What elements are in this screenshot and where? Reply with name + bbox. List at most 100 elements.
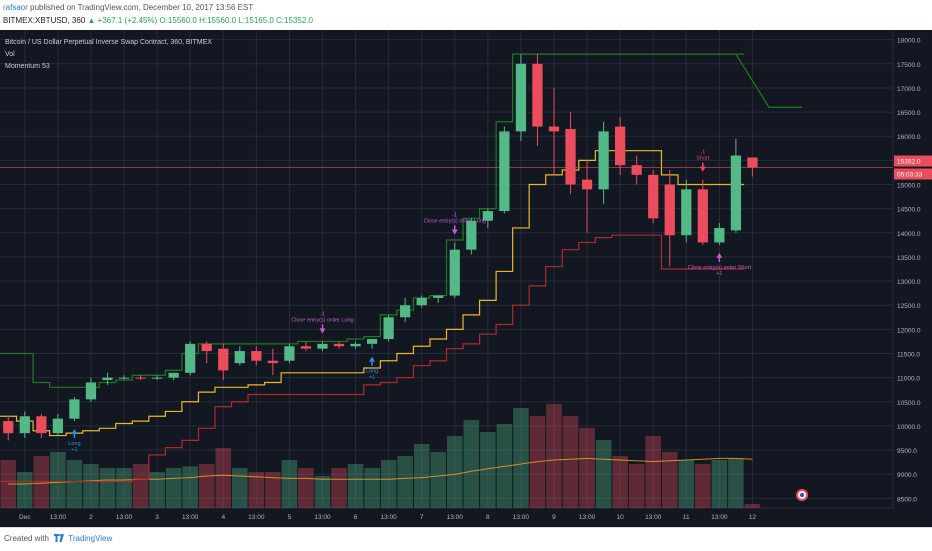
x-tick-label: 2 <box>89 514 93 521</box>
candle-body <box>664 184 675 236</box>
x-tick-label: 13:00 <box>50 514 67 521</box>
candle-body <box>581 179 593 190</box>
order-arrow-up-icon <box>369 356 376 362</box>
volume-bar <box>149 472 165 508</box>
y-tick-label: 11500.0 <box>897 351 920 358</box>
candle-body <box>565 128 576 185</box>
volume-bar <box>232 468 248 508</box>
countdown-label: 05:03:33 <box>897 172 923 179</box>
author-link[interactable]: rafsaor <box>3 3 28 12</box>
candle-body <box>333 343 345 347</box>
y-tick-label: 9000.0 <box>897 472 917 479</box>
last-price-label: 15352.0 <box>897 159 921 166</box>
x-tick-label: 13:00 <box>314 514 331 521</box>
tradingview-logo-icon <box>54 534 65 542</box>
volume-bar <box>132 464 149 508</box>
volume-bar <box>347 464 364 508</box>
x-tick-label: 8 <box>486 514 490 521</box>
volume-bar <box>99 468 116 508</box>
volume-bar <box>612 456 628 508</box>
candle-body <box>548 126 560 132</box>
order-label: Close entry(s) order Long <box>424 218 486 224</box>
y-tick-label: 14000.0 <box>897 231 921 238</box>
volume-bar <box>314 476 331 508</box>
order-label: Close entry(s) order Long <box>291 317 353 323</box>
x-tick-label: 10 <box>617 514 625 521</box>
volume-bar <box>463 420 480 508</box>
price-chart[interactable]: 8500.0 9000.0 9500.0 10000.0 10500.0 11000.0 1… <box>0 30 932 527</box>
volume-bar <box>628 464 645 508</box>
chart-panel[interactable]: 8500.0 9000.0 9500.0 10000.0 10500.0 11000.0 1… <box>0 30 932 527</box>
volume-bar <box>661 452 678 508</box>
candle-body <box>201 343 212 352</box>
x-tick-label: 7 <box>420 514 424 521</box>
y-tick-label: 15000.0 <box>897 183 921 190</box>
candle-body <box>102 377 113 381</box>
volume-bar <box>695 464 711 508</box>
volume-bar <box>182 466 198 508</box>
volume-bar <box>678 460 695 508</box>
volume-bar <box>579 428 595 508</box>
footer: Created with TradingView <box>0 527 932 551</box>
candle-body <box>118 377 130 379</box>
volume-bar <box>165 468 182 508</box>
y-tick-label: 16000.0 <box>897 134 921 141</box>
y-tick-label: 12500.0 <box>897 303 921 310</box>
x-tick-label: 6 <box>354 514 358 521</box>
candle-body <box>482 211 493 221</box>
volume-bar <box>645 436 661 508</box>
high-value: H:15560.0 <box>199 16 237 25</box>
publication-info: rafsaor published on TradingView.com, De… <box>3 3 253 12</box>
candle-body <box>234 351 245 364</box>
y-tick-label: 17500.0 <box>897 62 921 69</box>
event-marker-dot <box>800 493 805 497</box>
candle-body <box>85 382 97 400</box>
candle-body <box>515 63 527 132</box>
order-label: Long <box>68 441 80 447</box>
volume-bar <box>711 460 728 508</box>
countdown-label-bg <box>894 168 932 180</box>
chart-legend: Bitcoin / US Dollar Perpetual Inverse Sw… <box>5 37 212 73</box>
candle-body <box>697 189 708 243</box>
order-label: Short <box>696 156 710 162</box>
candle-body <box>648 174 659 219</box>
candle-body <box>433 295 444 298</box>
volume-bar <box>728 458 744 508</box>
x-tick-label: 13:00 <box>116 514 133 521</box>
candle-body <box>730 155 742 231</box>
candle-body <box>400 305 411 318</box>
volume-bar <box>331 468 347 508</box>
candle-body <box>615 126 626 166</box>
y-tick-label: 16500.0 <box>897 110 921 117</box>
volume-bar <box>215 448 232 508</box>
candle-body <box>168 372 179 378</box>
volume-bar <box>265 472 281 508</box>
candle-body <box>714 227 725 243</box>
volume-bar <box>546 404 562 508</box>
candle-body <box>681 189 692 236</box>
order-label: Close entry(s) order Short <box>688 265 752 271</box>
volume-bar <box>116 468 132 508</box>
candle-body <box>185 343 196 373</box>
tradingview-brand[interactable]: TradingView <box>68 534 113 543</box>
legend-momentum: Momentum 53 <box>5 63 50 70</box>
order-arrow-down-icon <box>699 166 706 172</box>
volume-bar <box>50 452 66 508</box>
volume-bar <box>380 460 397 508</box>
x-tick-label: 13:00 <box>645 514 662 521</box>
volume-bar <box>364 468 380 508</box>
ohlc-line: BITMEX:XBTUSD, 360 ▲ +367.1 (+2.45%) O:1… <box>3 16 313 25</box>
volume-bar <box>744 504 761 508</box>
volume-bar <box>17 472 33 508</box>
order-label: Long <box>366 369 378 375</box>
x-tick-label: 3 <box>155 514 159 521</box>
open-value: O:15560.0 <box>159 16 197 25</box>
x-tick-label: 11 <box>683 514 690 521</box>
lower-band-line <box>0 234 745 483</box>
x-tick-label: 13:00 <box>380 514 397 521</box>
change-text: +367.1 (+2.45%) <box>97 16 158 25</box>
volume-bar <box>66 460 83 508</box>
order-arrow-down-icon <box>451 229 458 235</box>
volume-bar <box>562 416 579 508</box>
y-tick-label: 10000.0 <box>897 424 921 431</box>
